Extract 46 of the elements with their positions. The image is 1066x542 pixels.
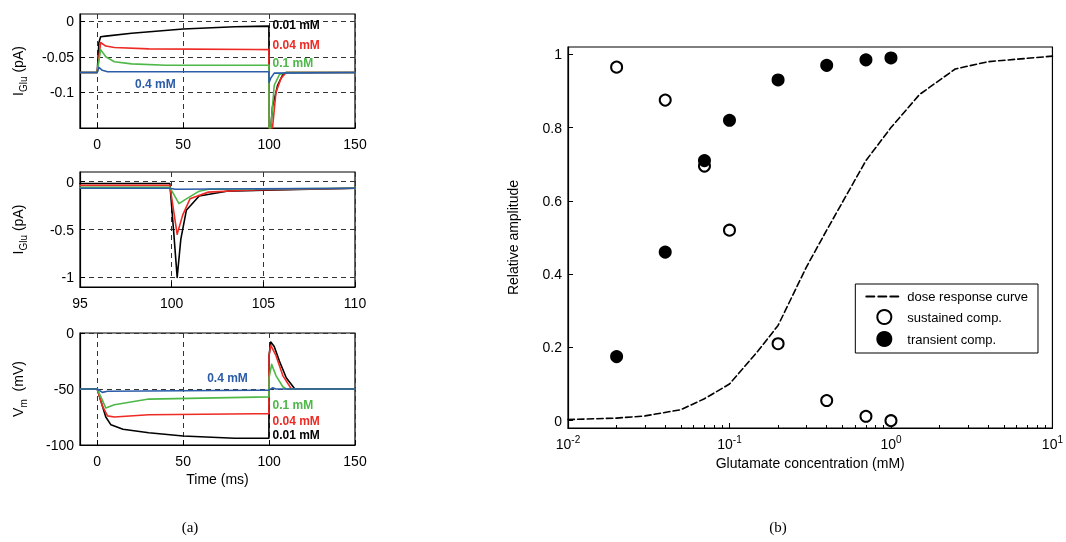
annotation: 0.04 mM: [272, 414, 320, 429]
x-tick-label: 105: [251, 295, 276, 311]
y-tick-label: 0: [66, 13, 75, 30]
y-tick-label: 0: [66, 173, 75, 190]
annotation: 0.4 mM: [135, 76, 176, 91]
x-tick-label: 150: [343, 136, 367, 152]
y-tick-label: 0.8: [542, 119, 563, 136]
annotation: 0.04 mM: [272, 37, 320, 52]
x-axis-title: Glutamate concentration (mM): [715, 454, 905, 471]
x-tick-label: 150: [343, 453, 367, 469]
y-axis-title: IGlu (pA): [10, 204, 29, 255]
annotation: 0.1 mM: [272, 56, 314, 71]
y-tick-label: 0: [66, 325, 75, 341]
annotation: 0.1 mM: [272, 397, 314, 412]
y-tick-label: 0.6: [542, 192, 563, 209]
y-tick-label: -1: [61, 269, 75, 286]
y-axis-title: Relative amplitude: [505, 179, 521, 296]
y-tick-label: 0.2: [542, 339, 563, 356]
legend-label: transient comp.: [907, 331, 997, 347]
y-axis-title: Vm (mV): [10, 361, 29, 417]
text: (b): [769, 518, 787, 536]
annotation: 0.01 mM: [272, 427, 320, 442]
x-tick-label: 100: [257, 136, 281, 152]
x-tick-label: 50: [175, 136, 192, 152]
y-tick-label: 0: [554, 412, 563, 429]
y-tick-label: -100: [45, 437, 75, 453]
y-tick-label: 0.4: [542, 266, 563, 283]
y-tick-label: -0.5: [49, 221, 75, 238]
legend-label: dose response curve: [907, 289, 1029, 304]
x-tick-label: 110: [343, 295, 367, 311]
y-axis-title: IGlu (pA): [10, 46, 29, 96]
x-tick-label: 100: [159, 295, 184, 311]
x-axis-title: Time (ms): [186, 471, 249, 487]
x-tick-label: 0: [93, 136, 102, 152]
text: (a): [181, 518, 199, 536]
annotation: 0.4 mM: [207, 371, 248, 386]
y-tick-label: -50: [53, 381, 75, 397]
y-tick-label: 1: [554, 46, 563, 63]
y-tick-label: -0.1: [49, 84, 75, 101]
x-tick-label: 50: [175, 453, 192, 469]
annotation: 0.01 mM: [272, 18, 320, 33]
x-tick-label: 95: [72, 295, 88, 311]
legend-label: sustained comp.: [907, 309, 1002, 325]
x-tick-label: 0: [93, 453, 102, 469]
y-tick-label: -0.05: [42, 48, 75, 65]
x-tick-label: 100: [257, 453, 281, 469]
